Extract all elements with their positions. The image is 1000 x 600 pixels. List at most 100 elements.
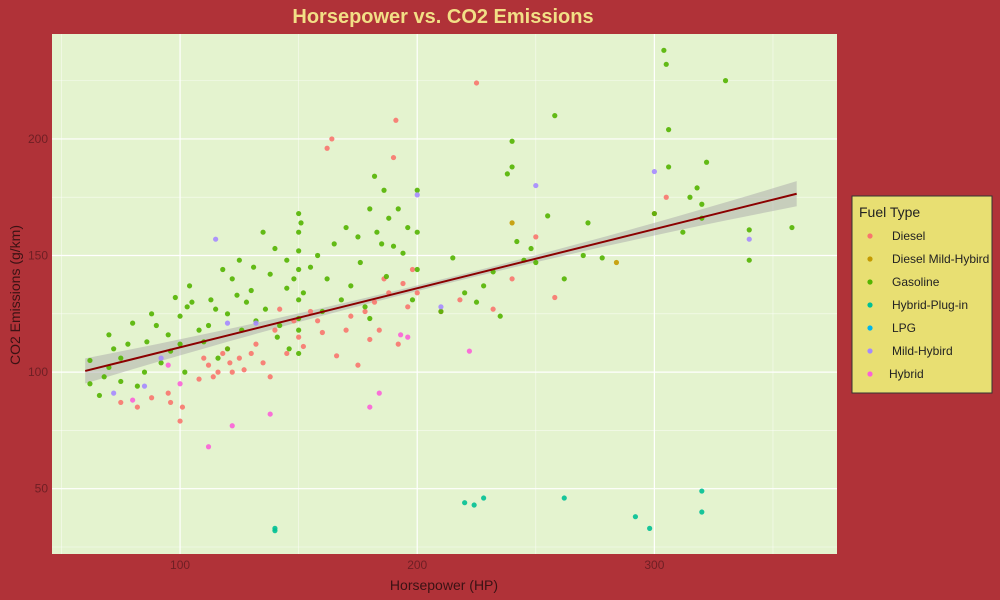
point-diesel [205, 362, 212, 368]
point-gasoline [438, 308, 444, 315]
point-hybrid-plug-in [561, 495, 567, 501]
point-diesel [343, 327, 349, 333]
y-tick-labels: 50 100 150 200 [28, 132, 48, 496]
point-gasoline [196, 327, 202, 333]
point-diesel [457, 297, 463, 303]
legend-label-lpg: LPG [892, 321, 916, 335]
point-gasoline [509, 164, 515, 170]
point-gasoline [274, 334, 280, 340]
point-gasoline [414, 229, 420, 235]
point-hybrid [130, 397, 136, 403]
point-hybrid [177, 381, 183, 387]
point-diesel [134, 404, 140, 410]
point-gasoline [87, 357, 93, 364]
point-hybrid-plug-in [481, 495, 487, 501]
point-gasoline [371, 173, 378, 179]
legend-label-diesel: Diesel [892, 229, 925, 243]
point-gasoline [694, 185, 700, 191]
point-mild-hybird [158, 355, 164, 361]
point-diesel [390, 154, 397, 161]
point-hybrid [398, 332, 404, 338]
point-gasoline [153, 322, 159, 329]
legend-marker-mild-hybird [867, 348, 873, 354]
point-hybrid [367, 404, 373, 410]
point-diesel [362, 308, 368, 315]
point-diesel [355, 362, 361, 368]
trend-line [84, 192, 797, 372]
point-diesel [220, 350, 226, 357]
point-diesel [490, 306, 496, 312]
point-gasoline [386, 215, 392, 221]
point-gasoline [528, 245, 534, 252]
point-gasoline [497, 313, 503, 319]
point-gasoline [680, 229, 686, 235]
point-hybrid-plug-in [471, 502, 477, 508]
point-diesel-mild-hybird [509, 220, 515, 226]
point-mild-hybird [111, 390, 117, 396]
point-diesel [319, 329, 325, 336]
y-tick-label: 200 [28, 132, 48, 146]
point-diesel-mild-hybird [613, 259, 620, 266]
point-diesel [324, 145, 330, 151]
point-gasoline [400, 250, 406, 256]
point-gasoline [462, 290, 468, 296]
point-gasoline [296, 327, 302, 333]
legend-marker-diesel [867, 233, 873, 239]
point-hybrid-plug-in [462, 500, 468, 506]
point-gasoline [367, 315, 373, 322]
point-gasoline [224, 311, 231, 317]
point-diesel [663, 194, 669, 200]
legend-title: Fuel Type [859, 204, 920, 220]
point-gasoline [651, 210, 657, 217]
point-gasoline [514, 238, 520, 245]
point-gasoline [561, 276, 567, 282]
point-diesel [177, 418, 183, 424]
point-gasoline [220, 266, 226, 273]
point-gasoline [746, 257, 752, 263]
point-mild-hybird [414, 192, 420, 198]
legend-box [851, 195, 993, 394]
point-gasoline [125, 341, 131, 347]
point-diesel [277, 306, 283, 312]
y-tick-label: 150 [28, 249, 48, 263]
point-gasoline [296, 266, 302, 273]
point-gasoline [746, 227, 752, 233]
point-gasoline [585, 220, 591, 226]
point-diesel [333, 353, 340, 359]
point-gasoline [722, 78, 729, 84]
point-diesel [253, 341, 259, 347]
legend-marker-lpg [867, 325, 873, 331]
point-gasoline [663, 61, 669, 67]
x-tick-label: 100 [170, 558, 190, 572]
point-gasoline [184, 304, 190, 310]
point-gasoline [545, 213, 551, 219]
point-diesel [272, 327, 278, 333]
point-gasoline [599, 255, 605, 261]
point-mild-hybird [746, 236, 752, 242]
point-diesel [167, 399, 174, 406]
point-mild-hybird [141, 383, 148, 389]
point-gasoline [355, 234, 361, 240]
point-gasoline [149, 311, 155, 317]
chart-title: Horsepower vs. CO2 Emissions [292, 6, 593, 28]
point-gasoline [296, 248, 302, 254]
point-gasoline [118, 378, 124, 385]
point-gasoline [272, 245, 278, 252]
point-gasoline [189, 299, 195, 305]
point-gasoline [481, 283, 487, 289]
point-diesel [393, 117, 399, 123]
point-gasoline [177, 313, 183, 319]
y-tick-label: 50 [35, 482, 49, 496]
point-hybrid-plug-in [632, 514, 639, 520]
point-gasoline [383, 273, 389, 280]
point-gasoline [296, 229, 302, 235]
point-gasoline [106, 332, 112, 338]
point-gasoline [409, 297, 416, 303]
point-gasoline [87, 381, 93, 387]
point-gasoline [229, 276, 235, 282]
legend-label-hybrid: Hybrid [889, 367, 924, 381]
point-gasoline [250, 264, 257, 270]
point-gasoline [395, 206, 401, 212]
point-diesel [149, 395, 155, 401]
point-gasoline [213, 306, 219, 312]
